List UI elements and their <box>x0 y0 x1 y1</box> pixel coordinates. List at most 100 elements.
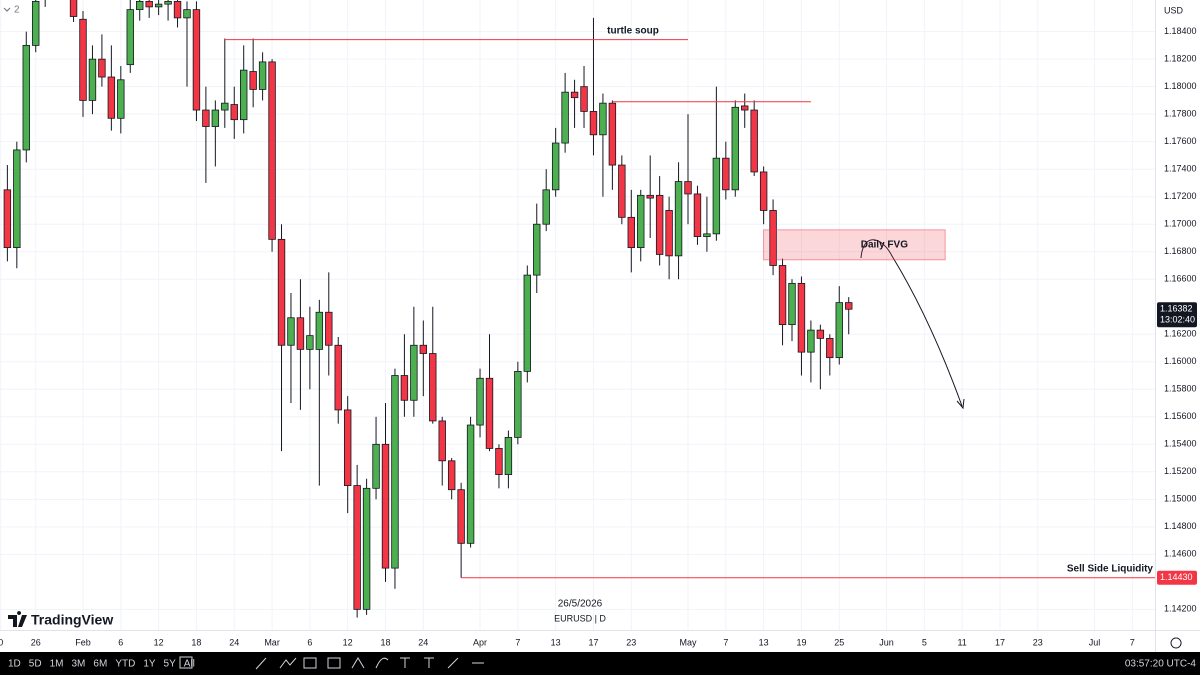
range-button[interactable]: 1D <box>8 659 21 670</box>
candle-body <box>551 142 560 191</box>
y-tick-label: 1.17600 <box>1164 136 1197 146</box>
candle-body <box>731 106 739 191</box>
x-tick-label: 7 <box>1130 637 1135 647</box>
candle-body <box>769 210 777 266</box>
range-button[interactable]: 6M <box>93 659 107 670</box>
clock: 03:57:20 UTC-4 <box>1125 659 1197 670</box>
y-tick-label: 1.17000 <box>1164 219 1197 229</box>
settings-icon[interactable] <box>1170 637 1182 649</box>
x-tick-label: 6 <box>118 637 123 647</box>
candle-body <box>410 344 418 401</box>
y-tick-label: 1.16600 <box>1164 274 1197 284</box>
candle-body <box>88 58 97 101</box>
candle-body <box>117 79 125 119</box>
candle-body <box>400 375 409 401</box>
x-tick-label: 18 <box>191 637 201 647</box>
range-button[interactable]: 1M <box>50 659 64 670</box>
candle-body <box>277 238 286 346</box>
x-tick-label: 24 <box>229 637 239 647</box>
candle-body <box>618 164 626 218</box>
y-tick-label: 1.18400 <box>1164 26 1197 36</box>
x-tick-label: 17 <box>588 637 598 647</box>
range-button[interactable]: 5Y <box>164 659 177 670</box>
x-tick-label: 19 <box>796 637 806 647</box>
x-tick-label: 17 <box>995 637 1005 647</box>
candle-body <box>154 3 163 8</box>
candle-body <box>466 424 475 544</box>
range-button[interactable]: 5D <box>29 659 42 670</box>
cursor-date: 26/5/2026 <box>558 599 603 610</box>
last-price-tag <box>1157 302 1197 328</box>
candle-body <box>32 0 40 46</box>
level-label: Sell Side Liquidity <box>1067 563 1154 574</box>
candle-body <box>221 102 229 111</box>
candle-body <box>778 265 787 326</box>
candle-body <box>523 274 532 372</box>
x-tick-label: 7 <box>515 637 520 647</box>
pane-label: 2 <box>14 5 20 16</box>
pane-chevron[interactable] <box>3 7 11 12</box>
candle-body <box>703 233 711 237</box>
candle-body <box>164 0 172 5</box>
y-tick-label: 1.16200 <box>1164 329 1197 339</box>
candle-body <box>580 86 588 112</box>
candle-body <box>655 194 664 255</box>
arrow-head <box>956 398 965 410</box>
x-tick-label: 12 <box>154 637 164 647</box>
candle-body <box>353 485 361 610</box>
candle-body <box>3 189 12 248</box>
candle-body <box>136 0 144 11</box>
candle-body <box>674 181 683 257</box>
x-tick-label: 13 <box>759 637 769 647</box>
x-tick-label: 12 <box>343 637 353 647</box>
y-tick-label: 1.17800 <box>1164 109 1197 119</box>
range-button[interactable]: 1Y <box>143 659 156 670</box>
candle-body <box>391 375 399 569</box>
x-tick-label: Jul <box>1089 637 1101 647</box>
price-tag <box>1157 570 1197 585</box>
range-button[interactable]: 3M <box>72 659 86 670</box>
candle-body <box>13 149 21 248</box>
y-tick-label: 1.15400 <box>1164 439 1197 449</box>
candle-body <box>183 9 191 19</box>
candle-body <box>646 194 654 199</box>
candle-body <box>608 102 617 166</box>
candle-body <box>542 189 550 225</box>
candle-body <box>306 335 314 350</box>
x-tick-label: 23 <box>626 637 636 647</box>
candle-body <box>230 104 238 121</box>
date-range-icon[interactable] <box>179 656 193 669</box>
x-tick-label: Feb <box>75 637 91 647</box>
candle-body <box>429 353 437 422</box>
drawing-tools[interactable] <box>255 657 484 670</box>
range-button[interactable]: All <box>184 659 195 670</box>
candle-body <box>533 223 541 276</box>
candle-body <box>325 311 333 346</box>
y-tick-label: 1.18000 <box>1164 81 1197 91</box>
candle-body <box>807 329 815 353</box>
range-button[interactable]: YTD <box>115 659 135 670</box>
y-tick-label: 1.14200 <box>1164 604 1197 614</box>
x-tick-label: May <box>680 637 698 647</box>
candle-body <box>722 157 730 191</box>
bottom-toolbar: 03:57:20 UTC-4 1D 5D 1M 3M 6M YTD 1Y 5Y All <box>0 652 1200 675</box>
candle-body <box>126 9 134 66</box>
currency[interactable]: USD <box>1164 5 1184 15</box>
candle-body <box>750 109 758 173</box>
y-tick-label: 1.15800 <box>1164 384 1197 394</box>
candle-body <box>447 460 456 491</box>
candle-body <box>145 0 153 8</box>
candle-body <box>637 194 645 248</box>
candle-body <box>69 0 78 17</box>
candle-body <box>287 317 295 346</box>
candle-body <box>173 0 182 19</box>
candle-body <box>788 282 796 326</box>
candle-body <box>741 105 749 111</box>
candle-body <box>826 337 834 359</box>
candle-body <box>627 216 635 248</box>
candle-body <box>372 443 380 489</box>
candle-body <box>570 91 579 99</box>
y-tick-label: 1.14800 <box>1164 521 1197 531</box>
x-tick-label: Jun <box>879 637 894 647</box>
